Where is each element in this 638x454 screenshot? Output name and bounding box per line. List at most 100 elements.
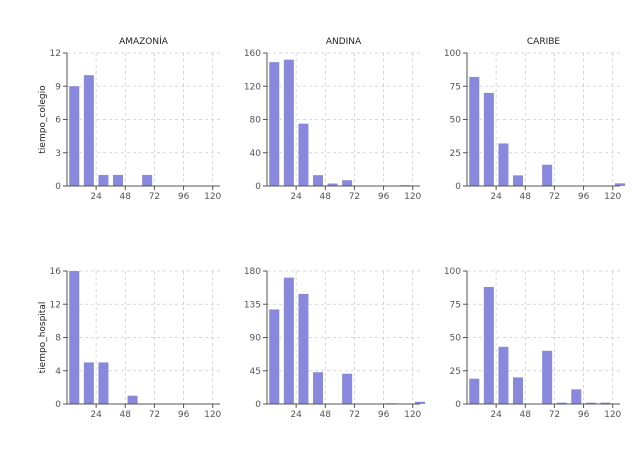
y-tick-label: 4 (55, 367, 61, 377)
x-tick-label: 24 (290, 410, 302, 420)
y-tick-label: 6 (55, 116, 61, 126)
x-tick-label: 24 (90, 192, 102, 202)
bar (283, 277, 294, 404)
y-tick-label: 0 (255, 400, 261, 410)
y-tick-label: 0 (455, 400, 461, 410)
x-tick-label: 48 (120, 192, 132, 202)
bar (113, 174, 123, 186)
y-tick-label: 0 (55, 182, 61, 192)
y-tick-label: 0 (455, 182, 461, 192)
y-tick-label: 3 (55, 149, 61, 159)
bar (498, 143, 509, 186)
panel-caribe-tiempo-colegio: 0 25 50 75 100 24 48 72 96 120 (444, 49, 625, 202)
bar (469, 378, 480, 404)
y-tick-label: 0 (255, 182, 261, 192)
x-tick-label: 48 (520, 192, 532, 202)
bar (542, 164, 553, 186)
x-tick-label: 48 (120, 410, 132, 420)
x-tick-label: 120 (404, 192, 421, 202)
x-tick-label: 120 (204, 192, 221, 202)
y-tick-label: 9 (55, 82, 61, 92)
bar (298, 293, 309, 404)
bar (142, 174, 153, 186)
x-tick-label: 120 (204, 410, 221, 420)
y-tick-label: 12 (50, 300, 61, 310)
bar (298, 123, 309, 186)
y-tick-label: 100 (444, 49, 461, 59)
x-tick-label: 48 (320, 192, 332, 202)
bar (269, 62, 280, 186)
bar (556, 402, 567, 404)
panel-andina-tiempo-colegio: 0 40 80 120 160 24 48 72 96 120 (244, 49, 422, 202)
y-tick-label: 75 (450, 82, 461, 92)
bar (313, 372, 323, 404)
panel-amazonia-tiempo-colegio: 0 3 6 9 12 24 48 72 96 120 (50, 49, 222, 202)
x-tick-label: 96 (378, 192, 390, 202)
bar (327, 183, 338, 186)
bar (69, 86, 80, 186)
x-tick-label: 120 (404, 410, 421, 420)
bar (98, 174, 109, 186)
x-tick-label: 24 (490, 192, 502, 202)
y-tick-label: 100 (444, 267, 461, 277)
bar (513, 175, 523, 186)
y-tick-label: 90 (250, 334, 262, 344)
bar (83, 362, 94, 404)
x-tick-label: 24 (90, 410, 102, 420)
y-tick-label: 120 (244, 82, 261, 92)
bar (585, 402, 596, 404)
column-title: CARIBE (527, 37, 561, 47)
x-tick-label: 96 (578, 192, 590, 202)
y-tick-label: 40 (250, 149, 262, 159)
x-tick-label: 24 (490, 410, 502, 420)
bar (283, 59, 294, 186)
x-tick-label: 120 (604, 410, 621, 420)
x-tick-label: 96 (178, 192, 190, 202)
y-tick-label: 75 (450, 300, 461, 310)
y-tick-label: 50 (450, 116, 462, 126)
column-title: ANDINA (326, 37, 362, 47)
bar (313, 175, 323, 186)
x-tick-label: 24 (290, 192, 302, 202)
bar (483, 286, 494, 404)
bar (469, 76, 480, 186)
panel-caribe-tiempo-hospital: 0 25 50 75 100 24 48 72 96 120 (444, 267, 622, 420)
bar (571, 389, 582, 404)
x-tick-label: 96 (378, 410, 390, 420)
x-tick-label: 72 (349, 192, 360, 202)
x-tick-label: 72 (149, 192, 160, 202)
y-tick-label: 25 (450, 149, 461, 159)
y-tick-label: 135 (244, 300, 261, 310)
bar (342, 373, 353, 404)
bar (98, 362, 109, 404)
y-tick-label: 0 (55, 400, 61, 410)
y-tick-label: 160 (244, 49, 261, 59)
panel-andina-tiempo-hospital: 0 45 90 135 180 24 48 72 96 120 (244, 267, 425, 420)
bar (498, 346, 509, 404)
y-tick-label: 180 (244, 267, 261, 277)
bar (513, 377, 523, 404)
y-tick-label: 50 (450, 334, 462, 344)
row-label: tiempo_hospital (38, 302, 48, 374)
bar (127, 395, 138, 404)
x-tick-label: 48 (320, 410, 332, 420)
column-title: AMAZONÍA (119, 35, 169, 47)
y-tick-label: 80 (250, 116, 262, 126)
x-tick-label: 72 (149, 410, 160, 420)
x-tick-label: 72 (549, 192, 560, 202)
bar (415, 401, 425, 404)
x-tick-label: 120 (604, 192, 621, 202)
x-tick-label: 72 (349, 410, 360, 420)
y-tick-label: 16 (50, 267, 62, 277)
y-tick-label: 8 (55, 334, 61, 344)
bar (600, 402, 611, 404)
x-tick-label: 48 (520, 410, 532, 420)
y-tick-label: 12 (50, 49, 61, 59)
bar (342, 180, 353, 186)
row-label: tiempo_colegio (38, 85, 48, 154)
y-tick-label: 25 (450, 367, 461, 377)
bar (615, 183, 625, 186)
x-tick-label: 96 (178, 410, 190, 420)
